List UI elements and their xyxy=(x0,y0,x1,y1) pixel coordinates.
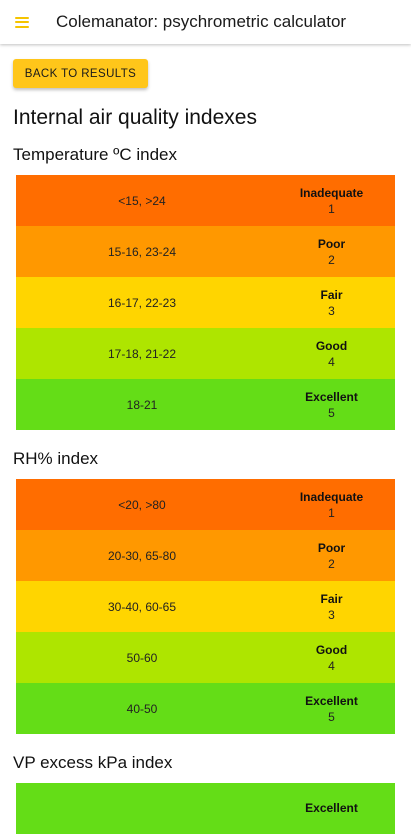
index-range: 17-18, 21-22 xyxy=(107,346,177,361)
rating-label: Good xyxy=(315,338,348,353)
index-row: <20, >80 Inadequate 1 xyxy=(16,479,395,530)
index-range: <20, >80 xyxy=(118,497,166,512)
index-row: 20-30, 65-80 Poor 2 xyxy=(16,530,395,581)
rating-label: Excellent xyxy=(305,389,358,404)
rating-number: 1 xyxy=(328,201,335,216)
section-title: VP excess kPa index xyxy=(13,753,173,772)
index-rating: Inadequate 1 xyxy=(268,479,395,530)
index-rating: Poor 2 xyxy=(268,226,395,277)
index-row: Excellent xyxy=(16,783,395,834)
rating-label: Inadequate xyxy=(299,185,364,200)
rating-label: Poor xyxy=(317,540,346,555)
index-row: 40-50 Excellent 5 xyxy=(16,683,395,734)
index-row: 30-40, 60-65 Fair 3 xyxy=(16,581,395,632)
index-range: 50-60 xyxy=(126,650,158,665)
rating-number: 3 xyxy=(328,607,335,622)
index-range: <15, >24 xyxy=(118,193,166,208)
index-rating: Inadequate 1 xyxy=(268,175,395,226)
index-rating: Good 4 xyxy=(268,328,395,379)
rating-label: Excellent xyxy=(305,693,358,708)
index-rating: Good 4 xyxy=(268,632,395,683)
index-rating: Excellent 5 xyxy=(268,683,395,734)
rating-number: 2 xyxy=(328,556,335,571)
section-title: Temperature ºC index xyxy=(13,145,178,164)
rating-number: 4 xyxy=(328,658,335,673)
index-range: 20-30, 65-80 xyxy=(107,548,177,563)
rating-label: Fair xyxy=(320,591,343,606)
index-rating: Fair 3 xyxy=(268,581,395,632)
app-title: Colemanator: psychrometric calculator xyxy=(56,12,347,31)
index-row: 18-21 Excellent 5 xyxy=(16,379,395,430)
index-range: 15-16, 23-24 xyxy=(107,244,177,259)
index-rating: Poor 2 xyxy=(268,530,395,581)
index-row: 16-17, 22-23 Fair 3 xyxy=(16,277,395,328)
index-range: 16-17, 22-23 xyxy=(107,295,177,310)
index-range xyxy=(16,783,268,834)
index-rating: Excellent 5 xyxy=(268,379,395,430)
index-table: <20, >80 Inadequate 1 20-30, 65-80 Poor 2 30-4… xyxy=(16,479,395,734)
rating-number: 5 xyxy=(328,405,335,420)
rating-number: 5 xyxy=(328,709,335,724)
index-range: 18-21 xyxy=(126,397,158,412)
index-rating: Excellent xyxy=(268,783,395,834)
rating-label: Fair xyxy=(320,287,343,302)
rating-number: 3 xyxy=(328,303,335,318)
page-title: Internal air quality indexes xyxy=(13,106,257,129)
back-to-results-button[interactable]: BACK TO RESULTS xyxy=(13,59,148,88)
index-table: Excellent xyxy=(16,783,395,834)
rating-number: 1 xyxy=(328,505,335,520)
rating-number: 2 xyxy=(328,252,335,267)
menu-icon[interactable] xyxy=(15,16,29,28)
rating-label: Good xyxy=(315,642,348,657)
index-range: 40-50 xyxy=(126,701,158,716)
index-rating: Fair 3 xyxy=(268,277,395,328)
index-range: 30-40, 60-65 xyxy=(107,599,177,614)
section-title: RH% index xyxy=(13,449,99,468)
rating-number: 4 xyxy=(328,354,335,369)
app-bar: Colemanator: psychrometric calculator xyxy=(0,0,411,44)
rating-label: Inadequate xyxy=(299,489,364,504)
index-row: 50-60 Good 4 xyxy=(16,632,395,683)
index-table: <15, >24 Inadequate 1 15-16, 23-24 Poor 2 16-1… xyxy=(16,175,395,430)
index-row: <15, >24 Inadequate 1 xyxy=(16,175,395,226)
index-row: 15-16, 23-24 Poor 2 xyxy=(16,226,395,277)
rating-label: Excellent xyxy=(305,800,358,815)
index-row: 17-18, 21-22 Good 4 xyxy=(16,328,395,379)
rating-label: Poor xyxy=(317,236,346,251)
